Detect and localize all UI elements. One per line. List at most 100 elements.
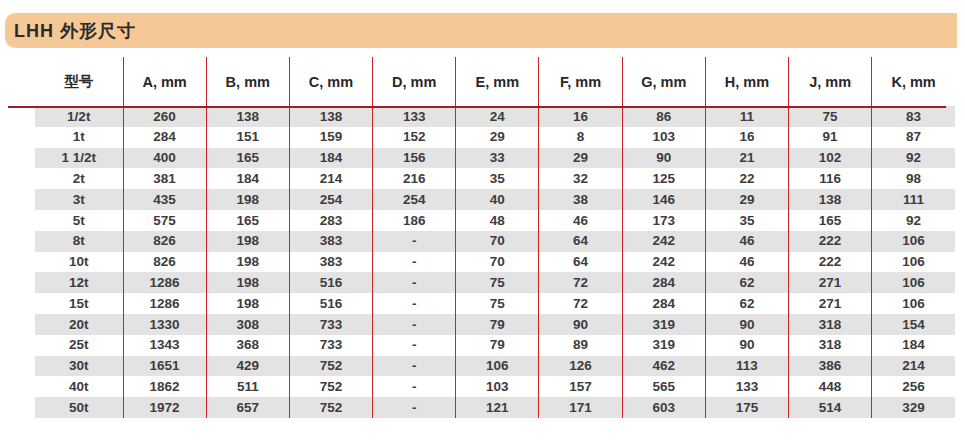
table-row: 1 1/2t4001651841563329902110292 <box>35 148 955 169</box>
value-cell: 184 <box>872 335 955 356</box>
value-cell: 64 <box>539 252 622 273</box>
value-cell: 106 <box>872 252 955 273</box>
value-cell: - <box>373 356 456 377</box>
model-cell: 50t <box>35 397 123 418</box>
value-cell: 64 <box>539 231 622 252</box>
value-cell: 283 <box>289 210 372 231</box>
value-cell: 368 <box>206 335 289 356</box>
value-cell: 1286 <box>123 293 206 314</box>
value-cell: 106 <box>456 356 539 377</box>
value-cell: 92 <box>872 148 955 169</box>
value-cell: 242 <box>622 231 705 252</box>
value-cell: 106 <box>872 293 955 314</box>
table-row: 20t1330308733-799031990318154 <box>35 314 955 335</box>
value-cell: 121 <box>456 397 539 418</box>
value-cell: 138 <box>206 106 289 127</box>
value-cell: 29 <box>539 148 622 169</box>
model-cell: 40t <box>35 376 123 397</box>
value-cell: 511 <box>206 376 289 397</box>
model-cell: 5t <box>35 210 123 231</box>
value-cell: 386 <box>789 356 872 377</box>
value-cell: 46 <box>705 231 788 252</box>
model-cell: 3t <box>35 189 123 210</box>
table-row: 8t826198383-706424246222106 <box>35 231 955 252</box>
value-cell: 254 <box>373 189 456 210</box>
table-row: 1/2t260138138133241686117583 <box>35 106 955 127</box>
value-cell: 516 <box>289 272 372 293</box>
value-cell: 575 <box>123 210 206 231</box>
value-cell: - <box>373 293 456 314</box>
value-cell: 62 <box>705 272 788 293</box>
value-cell: 113 <box>705 356 788 377</box>
value-cell: 89 <box>539 335 622 356</box>
value-cell: 125 <box>622 168 705 189</box>
value-cell: 165 <box>206 210 289 231</box>
value-cell: 126 <box>539 356 622 377</box>
model-cell: 1t <box>35 127 123 148</box>
value-cell: 116 <box>789 168 872 189</box>
value-cell: 284 <box>622 272 705 293</box>
value-cell: 46 <box>539 210 622 231</box>
column-header-b-mm: B, mm <box>206 57 289 106</box>
value-cell: 8 <box>539 127 622 148</box>
value-cell: 284 <box>123 127 206 148</box>
table-row: 50t1972657752-121171603175514329 <box>35 397 955 418</box>
value-cell: 733 <box>289 314 372 335</box>
value-cell: 242 <box>622 252 705 273</box>
value-cell: 29 <box>705 189 788 210</box>
value-cell: - <box>373 335 456 356</box>
value-cell: 22 <box>705 168 788 189</box>
value-cell: 381 <box>123 168 206 189</box>
table-row: 5t57516528318648461733516592 <box>35 210 955 231</box>
value-cell: 21 <box>705 148 788 169</box>
value-cell: - <box>373 252 456 273</box>
table-row: 1t284151159152298103169187 <box>35 127 955 148</box>
value-cell: 11 <box>705 106 788 127</box>
value-cell: 83 <box>872 106 955 127</box>
value-cell: 1651 <box>123 356 206 377</box>
value-cell: 75 <box>456 272 539 293</box>
value-cell: 62 <box>705 293 788 314</box>
table-row: 40t1862511752-103157565133448256 <box>35 376 955 397</box>
value-cell: 159 <box>289 127 372 148</box>
value-cell: 198 <box>206 252 289 273</box>
value-cell: 214 <box>289 168 372 189</box>
value-cell: - <box>373 314 456 335</box>
value-cell: 319 <box>622 314 705 335</box>
value-cell: 138 <box>789 189 872 210</box>
value-cell: 133 <box>705 376 788 397</box>
value-cell: 1862 <box>123 376 206 397</box>
value-cell: 106 <box>872 272 955 293</box>
value-cell: 138 <box>289 106 372 127</box>
section-title: LHH 外形尺寸 <box>5 19 136 43</box>
value-cell: 462 <box>622 356 705 377</box>
value-cell: 173 <box>622 210 705 231</box>
model-cell: 30t <box>35 356 123 377</box>
value-cell: 383 <box>289 252 372 273</box>
value-cell: 33 <box>456 148 539 169</box>
value-cell: 514 <box>789 397 872 418</box>
table-row: 30t1651429752-106126462113386214 <box>35 356 955 377</box>
value-cell: 318 <box>789 314 872 335</box>
value-cell: 1286 <box>123 272 206 293</box>
value-cell: 222 <box>789 231 872 252</box>
value-cell: 102 <box>789 148 872 169</box>
model-cell: 2t <box>35 168 123 189</box>
value-cell: 826 <box>123 231 206 252</box>
dimensions-table: 型号 A, mm B, mm C, mm D, mm E, mm F, mm G… <box>35 57 955 418</box>
table-row: 10t826198383-706424246222106 <box>35 252 955 273</box>
value-cell: 254 <box>289 189 372 210</box>
value-cell: 152 <box>373 127 456 148</box>
model-cell: 10t <box>35 252 123 273</box>
value-cell: 75 <box>789 106 872 127</box>
value-cell: 448 <box>789 376 872 397</box>
column-header-k-mm: K, mm <box>872 57 955 106</box>
value-cell: 106 <box>872 231 955 252</box>
model-cell: 15t <box>35 293 123 314</box>
value-cell: 198 <box>206 189 289 210</box>
value-cell: 90 <box>705 314 788 335</box>
section-title-bar: LHH 外形尺寸 <box>5 13 957 48</box>
value-cell: 752 <box>289 356 372 377</box>
value-cell: 826 <box>123 252 206 273</box>
value-cell: 516 <box>289 293 372 314</box>
